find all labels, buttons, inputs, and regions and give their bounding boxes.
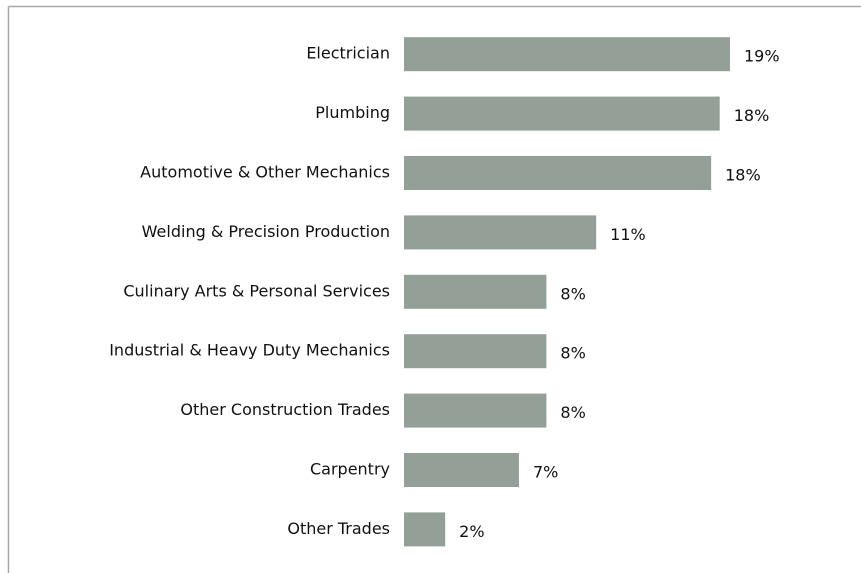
category-label: Culinary Arts & Personal Services xyxy=(123,281,390,300)
bar xyxy=(404,334,547,369)
category-label: Automotive & Other Mechanics xyxy=(140,163,390,182)
category-label: Electrician xyxy=(306,44,390,63)
category-label: Other Construction Trades xyxy=(180,400,390,419)
value-label: 11% xyxy=(610,225,646,244)
bar xyxy=(404,96,720,131)
value-label: 8% xyxy=(560,403,585,422)
bar xyxy=(404,512,446,547)
value-label: 18% xyxy=(734,106,770,125)
bar xyxy=(404,393,547,428)
category-label: Welding & Precision Production xyxy=(142,222,390,241)
category-label: Other Trades xyxy=(287,519,390,538)
value-label: 8% xyxy=(560,284,585,303)
value-label: 19% xyxy=(744,47,780,66)
category-label: Carpentry xyxy=(310,460,390,479)
value-label: 2% xyxy=(459,522,484,541)
bar xyxy=(404,274,547,309)
bar xyxy=(404,215,597,250)
bar xyxy=(404,156,712,190)
value-label: 8% xyxy=(560,344,585,363)
bar xyxy=(404,453,519,487)
category-label: Plumbing xyxy=(315,103,390,122)
value-label: 7% xyxy=(533,463,558,482)
bar xyxy=(404,37,730,72)
category-label: Industrial & Heavy Duty Mechanics xyxy=(109,341,390,360)
value-label: 18% xyxy=(725,166,761,185)
